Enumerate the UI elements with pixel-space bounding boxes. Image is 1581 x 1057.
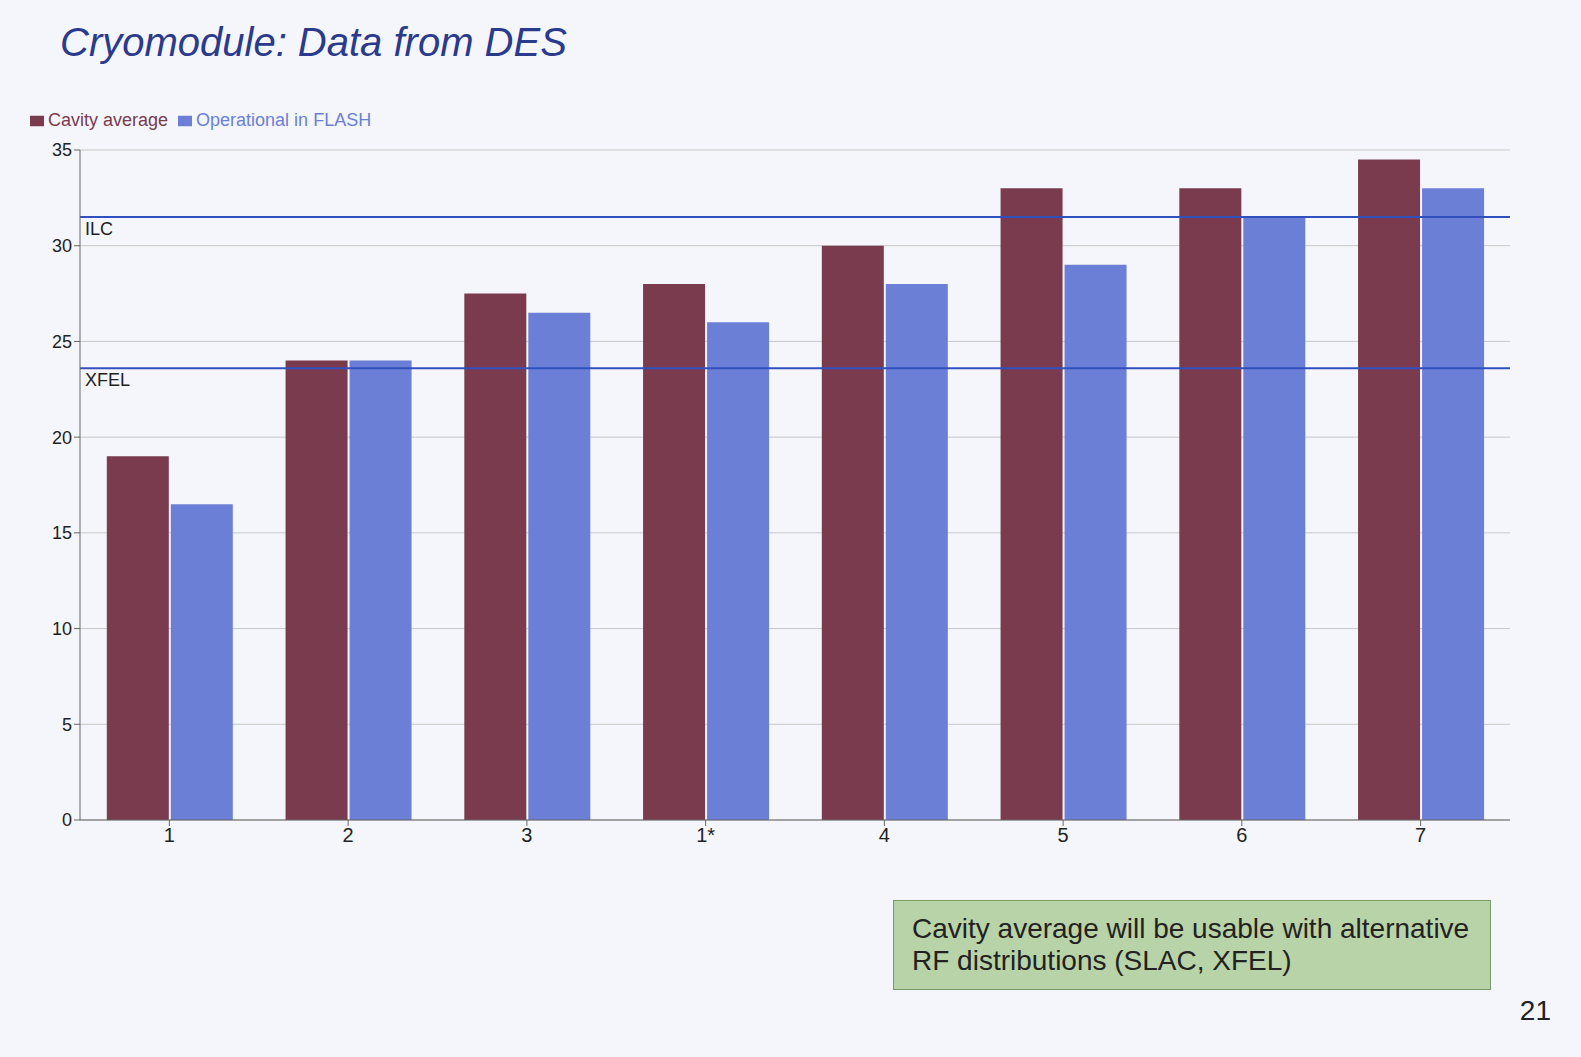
svg-text:1: 1: [164, 824, 175, 846]
svg-text:15: 15: [52, 523, 72, 543]
svg-text:6: 6: [1236, 824, 1247, 846]
html-text:Cavity average: Cavity average: [48, 110, 169, 130]
svg-text:7: 7: [1415, 824, 1426, 846]
svg-text:ILC: ILC: [85, 219, 113, 239]
svg-text:10: 10: [52, 619, 72, 639]
svg-text:4: 4: [879, 824, 890, 846]
svg-text:3: 3: [521, 824, 532, 846]
svg-text:30: 30: [52, 236, 72, 256]
svg-text:35: 35: [52, 140, 72, 160]
html-text:Operational in FLASH: Operational in FLASH: [196, 110, 372, 130]
svg-text:5: 5: [62, 715, 72, 735]
svg-text:25: 25: [52, 332, 72, 352]
svg-text:5: 5: [1058, 824, 1069, 846]
svg-text:2: 2: [343, 824, 354, 846]
svg-text:XFEL: XFEL: [85, 370, 130, 390]
html-text:Cavity average will be usable: Cavity average will be usable with alter…: [912, 913, 1470, 976]
svg-text:0: 0: [62, 810, 72, 830]
html-text:21: 21: [1519, 995, 1551, 1026]
svg-text:1*: 1*: [696, 824, 715, 846]
svg-text:20: 20: [52, 428, 72, 448]
html-text:Cryomodule: Data from DES: Cryomodule: Data from DES: [60, 20, 567, 64]
